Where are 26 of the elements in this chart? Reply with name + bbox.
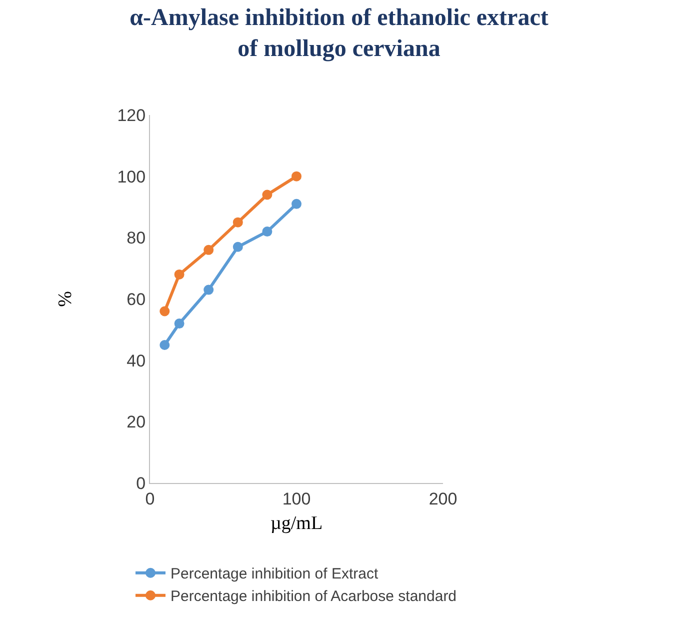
x-tick-label: 100 xyxy=(282,489,311,508)
legend-label: Percentage inhibition of Extract xyxy=(170,566,379,583)
legend-label: Percentage inhibition of Acarbose standard xyxy=(170,588,457,606)
point xyxy=(262,190,272,200)
y-tick-label: 100 xyxy=(117,167,146,186)
point xyxy=(204,284,214,295)
point xyxy=(292,171,302,182)
x-tick-label: 200 xyxy=(428,489,458,508)
point xyxy=(160,306,170,316)
point xyxy=(232,242,243,252)
point xyxy=(174,269,184,280)
point xyxy=(160,340,170,350)
point xyxy=(204,244,214,255)
y-tick-label: 120 xyxy=(117,106,146,125)
y-tick-label: 80 xyxy=(126,228,146,248)
y-tick-label: 0 xyxy=(136,474,146,493)
y-axis-title: % xyxy=(55,290,76,307)
x-axis-title: µg/mL xyxy=(270,513,323,534)
y-tick-label: 40 xyxy=(126,351,146,370)
chart-title: α-Amylase inhibition of ethanolic extract of mollugo cerviana xyxy=(130,4,548,62)
y-tick-label: 60 xyxy=(126,290,146,309)
y-tick-label: 20 xyxy=(126,412,146,432)
point xyxy=(262,226,272,237)
point xyxy=(292,198,302,209)
point xyxy=(232,217,243,228)
point xyxy=(174,318,184,329)
